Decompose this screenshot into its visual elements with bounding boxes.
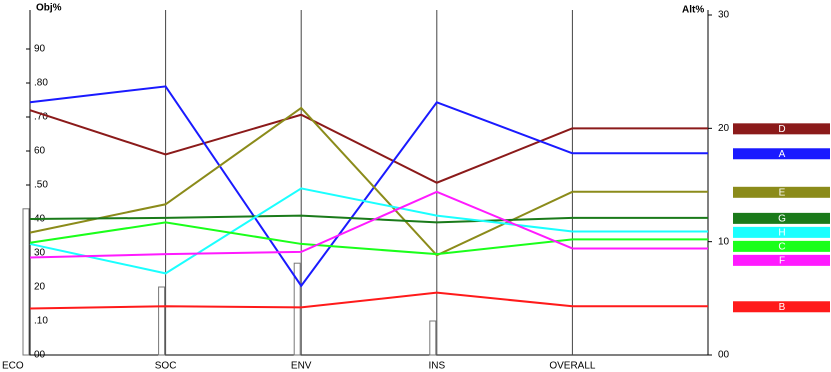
legend-swatch bbox=[733, 212, 830, 224]
series-line bbox=[29, 190, 573, 259]
x-tick-label: OVERALL bbox=[549, 361, 596, 372]
y-axis-label: Obj% bbox=[36, 3, 62, 14]
x-tick-label: SOC bbox=[155, 361, 177, 372]
legend-swatch bbox=[733, 148, 830, 160]
legend-swatch bbox=[733, 123, 830, 135]
legend-swatch bbox=[733, 186, 830, 198]
series-line bbox=[29, 85, 573, 288]
weight-bar bbox=[293, 262, 301, 356]
y-tick-label: 30 bbox=[34, 248, 46, 259]
y-tick-label: 00 bbox=[34, 350, 46, 361]
series-line bbox=[29, 109, 573, 184]
y2-tick-label: 20 bbox=[718, 123, 730, 134]
legend-label: A bbox=[779, 149, 786, 160]
x-tick-label: INS bbox=[428, 361, 445, 372]
y2-tick-label: 10 bbox=[718, 236, 730, 247]
y-tick-label: .10 bbox=[34, 316, 48, 327]
y2-axis-label: Alt% bbox=[682, 5, 704, 16]
series-line bbox=[29, 187, 573, 275]
legend-label: C bbox=[778, 242, 785, 253]
legend-swatch bbox=[733, 301, 830, 313]
legend-label: D bbox=[778, 124, 785, 135]
y-tick-label: .80 bbox=[34, 78, 48, 89]
y2-tick-label: 30 bbox=[718, 10, 730, 21]
weight-bar bbox=[22, 208, 30, 356]
legend-swatch bbox=[733, 254, 830, 266]
y-tick-label: 90 bbox=[34, 44, 46, 55]
legend-swatch bbox=[733, 240, 830, 252]
weight-bar bbox=[158, 286, 166, 356]
x-tick-label: ENV bbox=[291, 361, 312, 372]
y-tick-label: 60 bbox=[34, 146, 46, 157]
y-tick-label: .50 bbox=[34, 180, 48, 191]
y-tick-label: 20 bbox=[34, 282, 46, 293]
series-line bbox=[29, 291, 573, 310]
legend-label: G bbox=[778, 214, 786, 225]
series-line bbox=[29, 221, 573, 256]
x-tick-label: ECO bbox=[2, 361, 24, 372]
legend-label: F bbox=[779, 256, 785, 267]
y-tick-label: .70 bbox=[34, 112, 48, 123]
weight-bar bbox=[429, 320, 437, 356]
legend-label: H bbox=[778, 228, 785, 239]
legend-label: E bbox=[779, 187, 786, 198]
legend-label: B bbox=[779, 302, 786, 313]
series-line bbox=[29, 106, 573, 257]
legend-swatch bbox=[733, 226, 830, 238]
y2-tick-label: 00 bbox=[718, 350, 730, 361]
